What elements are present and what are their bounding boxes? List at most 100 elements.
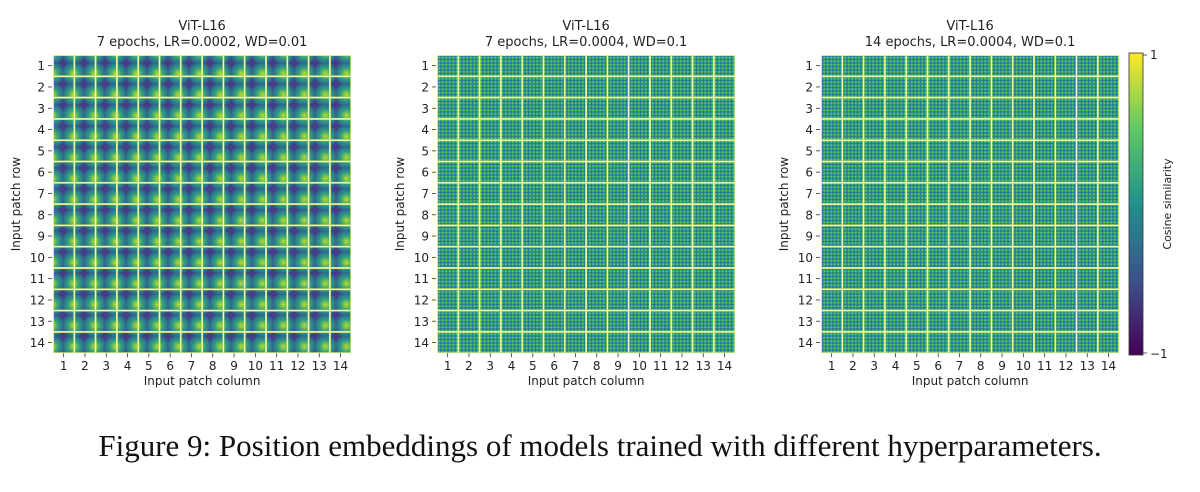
heatmap-tile	[863, 55, 885, 76]
heatmap-tile	[74, 310, 96, 332]
heatmap-tile	[266, 161, 287, 183]
heatmap-tile	[458, 119, 480, 140]
heatmap-tile	[863, 268, 885, 289]
heatmap-tile	[245, 289, 266, 311]
heatmap-tile	[308, 268, 330, 289]
heatmap-tile	[308, 140, 330, 162]
heatmap-tile	[117, 183, 138, 204]
x-tick-label: 4	[508, 359, 516, 373]
heatmap-tile	[95, 268, 117, 289]
heatmap-tile	[586, 268, 608, 289]
heatmap-tile	[1098, 76, 1119, 98]
heatmap-tile	[1013, 119, 1034, 140]
heatmap-tile	[437, 140, 458, 162]
heatmap-tile	[266, 119, 287, 140]
heatmap-tile	[1098, 161, 1119, 183]
heatmap-tile	[287, 55, 309, 76]
heatmap-tile	[74, 289, 96, 311]
heatmap-tile	[629, 289, 650, 311]
heatmap-tile	[1076, 119, 1098, 140]
heatmap-tile	[159, 183, 181, 204]
heatmap-tile	[1098, 97, 1119, 119]
y-tick-label: 4	[805, 123, 813, 137]
heatmap-tile	[53, 76, 74, 98]
heatmap-tile	[821, 247, 842, 268]
y-tick-label: 8	[421, 208, 429, 222]
figure-caption: Figure 9: Position embeddings of models …	[98, 428, 1102, 463]
heatmap-tile	[287, 183, 309, 204]
heatmap-tile	[138, 97, 160, 119]
heatmap-tile	[117, 119, 138, 140]
heatmap-tile	[501, 119, 522, 140]
heatmap-tile	[991, 247, 1013, 268]
heatmap-tile	[308, 310, 330, 332]
heatmap-tile	[842, 268, 864, 289]
heatmap-tile	[181, 268, 202, 289]
heatmap-tile	[863, 97, 885, 119]
heatmap-tile	[117, 55, 138, 76]
heatmap-tile	[330, 268, 351, 289]
heatmap-tile	[308, 289, 330, 311]
heatmap-tile	[671, 289, 693, 311]
panel-title: ViT-L16	[178, 19, 225, 34]
heatmap-tile	[650, 119, 671, 140]
heatmap-tile	[650, 97, 671, 119]
heatmap-tile	[927, 310, 949, 332]
heatmap-tile	[223, 225, 245, 247]
heatmap-tile	[949, 204, 970, 226]
heatmap-tile	[906, 289, 928, 311]
heatmap-tile	[692, 289, 714, 311]
heatmap-tile	[1076, 225, 1098, 247]
heatmap-tile	[1013, 225, 1034, 247]
heatmap-tile	[692, 225, 714, 247]
heatmap-tile	[629, 76, 650, 98]
heatmap-tile	[991, 225, 1013, 247]
heatmap-tile	[565, 247, 586, 268]
heatmap-tile	[287, 76, 309, 98]
x-tick-label: 12	[290, 359, 305, 373]
heatmap-tile	[266, 225, 287, 247]
heatmap-tile	[1076, 183, 1098, 204]
heatmap-tile	[437, 119, 458, 140]
y-tick-label: 3	[37, 102, 45, 116]
heatmap-tile	[501, 332, 522, 353]
heatmap-tile	[1034, 183, 1055, 204]
heatmap-tile	[586, 204, 608, 226]
heatmap-tile	[501, 247, 522, 268]
heatmap-tile	[692, 332, 714, 353]
panel-title: ViT-L16	[946, 19, 993, 34]
heatmap-tile	[692, 204, 714, 226]
heatmap-tile	[671, 183, 693, 204]
heatmap-tile	[607, 183, 629, 204]
heatmap-tile	[991, 140, 1013, 162]
heatmap-tile	[906, 97, 928, 119]
heatmap-tile	[223, 289, 245, 311]
heatmap-tile	[330, 119, 351, 140]
heatmap-tile	[586, 140, 608, 162]
heatmap-tile	[650, 289, 671, 311]
heatmap-tile	[437, 310, 458, 332]
heatmap-tile	[863, 140, 885, 162]
heatmap-tile	[906, 204, 928, 226]
heatmap-tile	[437, 55, 458, 76]
y-tick-label: 5	[37, 144, 45, 158]
heatmap-tile	[287, 247, 309, 268]
heatmap-tile	[1034, 225, 1055, 247]
heatmap-tile	[650, 310, 671, 332]
heatmap-tile	[586, 76, 608, 98]
heatmap-tile	[586, 225, 608, 247]
y-tick-label: 10	[30, 251, 45, 265]
y-tick-label: 9	[805, 230, 813, 244]
heatmap-tile	[223, 247, 245, 268]
heatmap-tile	[245, 225, 266, 247]
x-axis-label: Input patch column	[528, 374, 645, 388]
heatmap-tile	[607, 310, 629, 332]
heatmap-tile	[1076, 97, 1098, 119]
heatmap-tile	[308, 183, 330, 204]
heatmap-tile	[842, 119, 864, 140]
heatmap-tile	[223, 119, 245, 140]
heatmap-tile	[159, 268, 181, 289]
heatmap-tile	[308, 55, 330, 76]
heatmap-tile	[607, 268, 629, 289]
